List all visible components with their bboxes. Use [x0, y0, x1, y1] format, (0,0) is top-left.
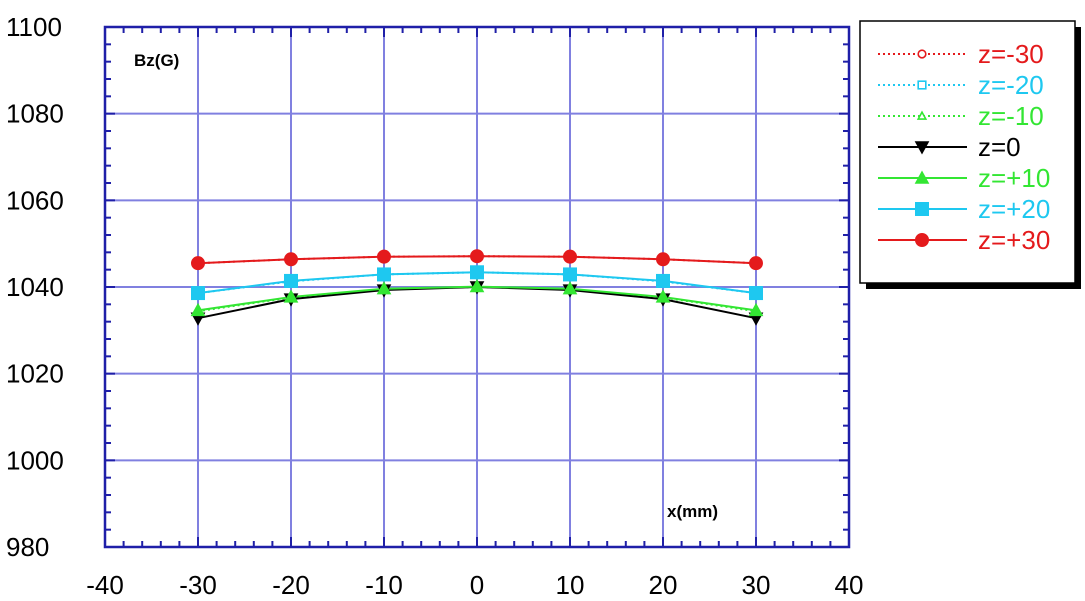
tick-marks — [105, 27, 849, 547]
legend-marker — [915, 233, 929, 247]
data-point — [376, 281, 392, 295]
legend-label: z=0 — [978, 132, 1021, 162]
data-point — [470, 265, 484, 280]
data-point — [563, 267, 577, 282]
y-tick-label: 1040 — [6, 272, 64, 302]
tick-labels: -40 -30 -20 -10 0 10 20 30 409801000102010401060… — [6, 12, 863, 600]
series-markers — [190, 249, 764, 326]
y-tick-label: 980 — [6, 532, 49, 562]
data-point — [563, 249, 577, 264]
data-point — [191, 286, 205, 301]
legend: z=-30z=-20z=-10z=0z=+10z=+20z=+30 — [859, 20, 1081, 289]
data-point — [377, 249, 391, 264]
data-point — [656, 273, 670, 288]
data-point — [284, 252, 298, 267]
data-point — [748, 302, 764, 317]
y-tick-label: 1100 — [6, 12, 62, 42]
legend-label: z=-30 — [978, 39, 1044, 69]
data-point — [749, 286, 763, 301]
legend-marker — [917, 49, 927, 59]
data-point — [656, 252, 670, 267]
x-tick-label: 0 — [470, 570, 484, 600]
x-axis-title: x(mm) — [667, 502, 718, 521]
y-tick-label: 1000 — [6, 445, 64, 475]
y-tick-label: 1080 — [6, 99, 64, 129]
y-tick-label: 1060 — [6, 185, 64, 215]
data-point — [470, 249, 484, 264]
x-tick-label: -10 — [365, 570, 403, 600]
legend-marker — [915, 202, 929, 216]
legend-marker — [914, 141, 930, 155]
data-point — [190, 302, 206, 317]
legend-marker — [914, 170, 930, 184]
data-point — [749, 256, 763, 271]
data-point — [191, 256, 205, 271]
x-tick-label: -40 — [86, 570, 124, 600]
data-point — [283, 289, 299, 303]
y-axis-title: Bz(G) — [134, 51, 179, 70]
data-point — [655, 289, 671, 303]
x-tick-label: -20 — [272, 570, 310, 600]
x-tick-label: 20 — [649, 570, 678, 600]
legend-label: z=-20 — [978, 70, 1044, 100]
data-point — [562, 281, 578, 295]
legend-marker — [916, 110, 928, 120]
legend-label: z=+10 — [978, 163, 1050, 193]
x-tick-label: 40 — [835, 570, 864, 600]
legend-marker — [917, 80, 927, 90]
x-tick-label: 30 — [742, 570, 771, 600]
legend-label: z=+30 — [978, 225, 1050, 255]
data-point — [377, 267, 391, 282]
legend-label: z=-10 — [978, 101, 1044, 131]
x-tick-label: -30 — [179, 570, 217, 600]
legend-label: z=+20 — [978, 194, 1050, 224]
data-point — [469, 279, 485, 293]
y-tick-label: 1020 — [6, 359, 64, 389]
data-point — [284, 273, 298, 288]
x-tick-label: 10 — [556, 570, 585, 600]
